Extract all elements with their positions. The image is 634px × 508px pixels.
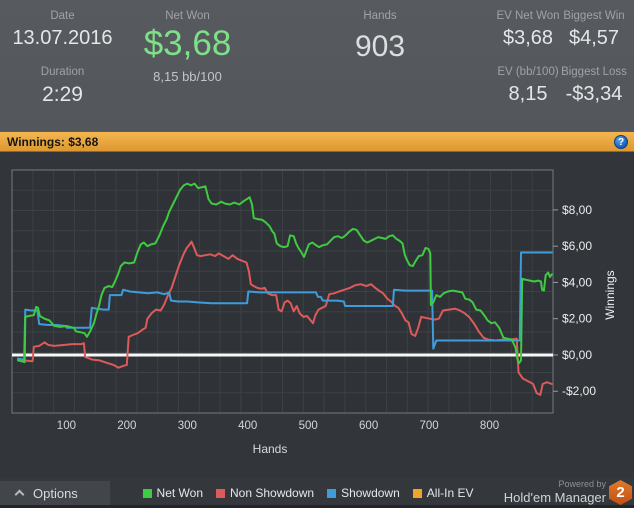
y-axis-title: Winnings [603,270,617,319]
stat-value: $3,68 [143,24,232,63]
stat-ev-bb100: EV (bb/100) 8,15 [486,66,570,106]
legend-swatch-icon [216,488,225,498]
stat-value: 8,15 [508,83,548,105]
powered-by-text: Powered by [558,479,606,489]
chevron-up-icon [14,489,25,500]
y-axis-tick-label: -$2,00 [562,384,596,398]
stat-label: Hands [363,10,397,22]
legend-item-all-in-ev[interactable]: All-In EV [412,486,474,500]
legend-swatch-icon [327,488,337,498]
stat-label: EV (bb/100) [497,66,559,78]
stat-biggest-win: Biggest Win $4,57 [554,10,634,50]
options-button[interactable]: Options [0,481,110,505]
stat-value: $4,57 [568,27,620,49]
stat-value: $3,68 [502,27,554,49]
legend-item-net-won[interactable]: Net Won [142,486,203,500]
stat-label: Duration [40,66,85,78]
stat-label: Biggest Win [563,10,625,22]
stat-label: Net Won [165,10,210,22]
stat-value: 13.07.2016 [12,27,113,49]
series-non-showdown [17,240,553,396]
legend-label: Net Won [156,486,203,500]
brand-name: Hold'em Manager [503,490,606,505]
stat-label: Biggest Loss [561,66,627,78]
stat-biggest-loss: Biggest Loss -$3,34 [554,66,634,106]
stat-label: Date [50,10,75,22]
series-net-won [17,182,553,365]
legend-label: All-In EV [426,486,474,500]
y-axis-tick-label: $4,00 [562,275,592,289]
gridlines [12,170,553,413]
legend-label: Non Showdown [230,486,315,500]
stat-value: 903 [354,30,406,63]
y-tick-marks [553,209,558,392]
y-axis-tick-label: $8,00 [562,203,592,217]
x-axis-title: Hands [253,442,288,456]
stat-bb100: 8,15 bb/100 [153,69,222,84]
x-axis-tick-label: 600 [359,420,378,432]
help-icon[interactable]: ? [614,135,628,149]
winnings-chart-svg: $8,00 $6,00 $4,00 $2,00 $0,00 -$2,00 100 200 300… [11,169,617,456]
stat-value: 2:29 [42,83,83,106]
options-button-label: Options [33,485,78,501]
x-axis-tick-label: 200 [117,420,136,432]
x-axis-tick-label: 100 [57,420,76,432]
plot-border [11,169,554,414]
legend-swatch-icon [412,488,422,498]
series-showdown [17,251,553,361]
legend-label: Showdown [341,486,400,500]
chart-legend: Net Won Non Showdown Showdown All-In EV [118,481,498,505]
stat-hands: Hands 903 [318,10,442,64]
winnings-banner-title: Winnings: $3,68 [7,134,99,149]
legend-item-showdown[interactable]: Showdown [327,486,400,500]
winnings-chart: $8,00 $6,00 $4,00 $2,00 $0,00 -$2,00 100 200 300… [0,152,634,478]
x-axis-tick-label: 700 [419,420,438,432]
x-axis-tick-label: 500 [299,420,318,432]
legend-swatch-icon [142,488,152,498]
x-axis-tick-label: 400 [238,420,257,432]
y-axis-tick-label: $6,00 [562,239,592,253]
hm2-badge-icon: 2 [609,480,632,505]
stat-duration: Duration 2:29 [0,66,125,107]
stat-date: Date 13.07.2016 [0,10,125,50]
legend-item-non-showdown[interactable]: Non Showdown [216,486,314,500]
session-stats-header: Date 13.07.2016 Duration 2:29 Net Won $3… [0,0,634,131]
stat-label: EV Net Won [496,10,560,22]
winnings-section-banner[interactable]: Winnings: $3,68 ? [0,131,634,152]
x-axis-tick-label: 300 [178,420,197,432]
y-axis-tick-label: $2,00 [562,312,592,326]
y-axis-tick-label: $0,00 [562,348,592,362]
stat-value: -$3,34 [565,83,623,105]
bottom-strip [0,505,634,508]
x-axis-tick-label: 800 [480,420,499,432]
footer-bar: Options Net Won Non Showdown Showdown All-I… [0,478,634,508]
stat-net-won: Net Won $3,68 8,15 bb/100 [115,10,260,84]
powered-by-block: Powered by Hold'em Manager [504,479,606,505]
stat-ev-net-won: EV Net Won $3,68 [486,10,570,50]
